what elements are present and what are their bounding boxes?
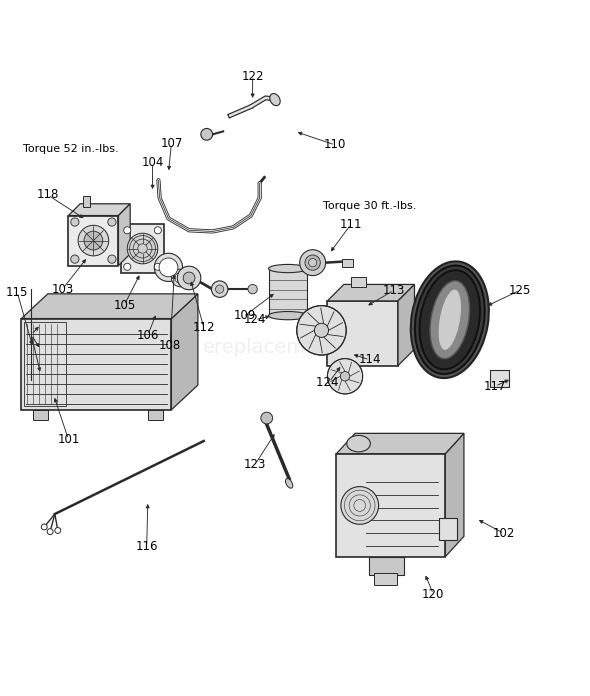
Circle shape [309,258,317,267]
Polygon shape [68,216,119,266]
Polygon shape [327,301,398,365]
Circle shape [155,263,162,270]
Circle shape [41,524,47,530]
Bar [369,557,404,575]
Circle shape [340,372,350,381]
Text: 124: 124 [316,376,342,388]
Circle shape [124,227,131,234]
Ellipse shape [268,312,307,319]
Ellipse shape [270,93,280,106]
Polygon shape [21,294,198,319]
Circle shape [127,233,158,264]
Bar [148,410,163,420]
Text: 123: 123 [244,458,266,471]
Text: 107: 107 [160,137,182,150]
Text: 114: 114 [359,354,381,366]
Text: 102: 102 [493,527,515,540]
Text: 111: 111 [340,218,362,231]
Polygon shape [21,319,171,410]
Circle shape [47,529,53,535]
Bar [268,269,307,315]
Polygon shape [398,285,415,365]
Circle shape [175,273,185,283]
Circle shape [108,255,116,263]
Text: 106: 106 [137,329,159,342]
Text: Torque 52 in.-lbs.: Torque 52 in.-lbs. [23,144,119,154]
Polygon shape [122,224,164,273]
Polygon shape [119,204,130,266]
Ellipse shape [415,265,485,374]
Text: 125: 125 [509,284,531,296]
Circle shape [71,255,79,263]
Ellipse shape [430,280,470,358]
Circle shape [55,528,61,533]
Polygon shape [445,434,464,557]
Circle shape [155,253,182,281]
Text: 104: 104 [142,156,164,169]
Polygon shape [171,294,198,410]
Circle shape [124,263,131,270]
Text: ereplacementparts: ereplacementparts [202,338,388,358]
Bar [342,258,353,267]
Circle shape [314,323,329,338]
Text: Torque 30 ft.-lbs.: Torque 30 ft.-lbs. [323,200,417,211]
Circle shape [300,250,326,276]
Ellipse shape [438,289,461,351]
Ellipse shape [268,264,307,273]
Polygon shape [327,285,415,301]
Circle shape [78,226,109,256]
Circle shape [327,358,363,394]
Text: 115: 115 [6,285,28,299]
Circle shape [341,487,379,524]
Text: 103: 103 [51,283,74,296]
Circle shape [201,129,212,140]
Text: 105: 105 [113,299,136,312]
Text: 116: 116 [136,541,158,553]
Bar [373,574,397,585]
Bar [24,322,66,406]
Circle shape [71,218,79,226]
Circle shape [171,269,189,287]
Circle shape [159,258,178,277]
Text: 122: 122 [241,70,264,83]
Ellipse shape [286,479,293,488]
Ellipse shape [419,270,480,370]
Ellipse shape [411,262,489,378]
Circle shape [305,255,320,270]
Text: 117: 117 [484,380,506,393]
Text: 113: 113 [383,284,405,296]
Polygon shape [336,434,464,454]
Circle shape [248,285,257,294]
Polygon shape [336,454,445,557]
Circle shape [177,266,201,290]
Text: 101: 101 [57,433,80,445]
Text: 109: 109 [234,309,256,322]
Circle shape [183,272,195,284]
Text: 120: 120 [422,587,444,601]
Text: 108: 108 [159,338,181,351]
Polygon shape [68,204,130,216]
Ellipse shape [347,436,371,452]
Text: 118: 118 [37,189,59,201]
Circle shape [215,285,224,293]
Bar [33,410,48,420]
Circle shape [261,412,273,424]
Circle shape [108,218,116,226]
Bar [83,196,90,207]
Bar [351,277,366,287]
Circle shape [297,306,346,355]
Circle shape [84,231,103,250]
Bar [490,370,509,387]
Text: 110: 110 [324,139,346,152]
Text: 124: 124 [244,313,266,326]
Text: 112: 112 [192,321,215,334]
Circle shape [155,227,162,234]
Bar [439,518,457,541]
Circle shape [211,281,228,297]
